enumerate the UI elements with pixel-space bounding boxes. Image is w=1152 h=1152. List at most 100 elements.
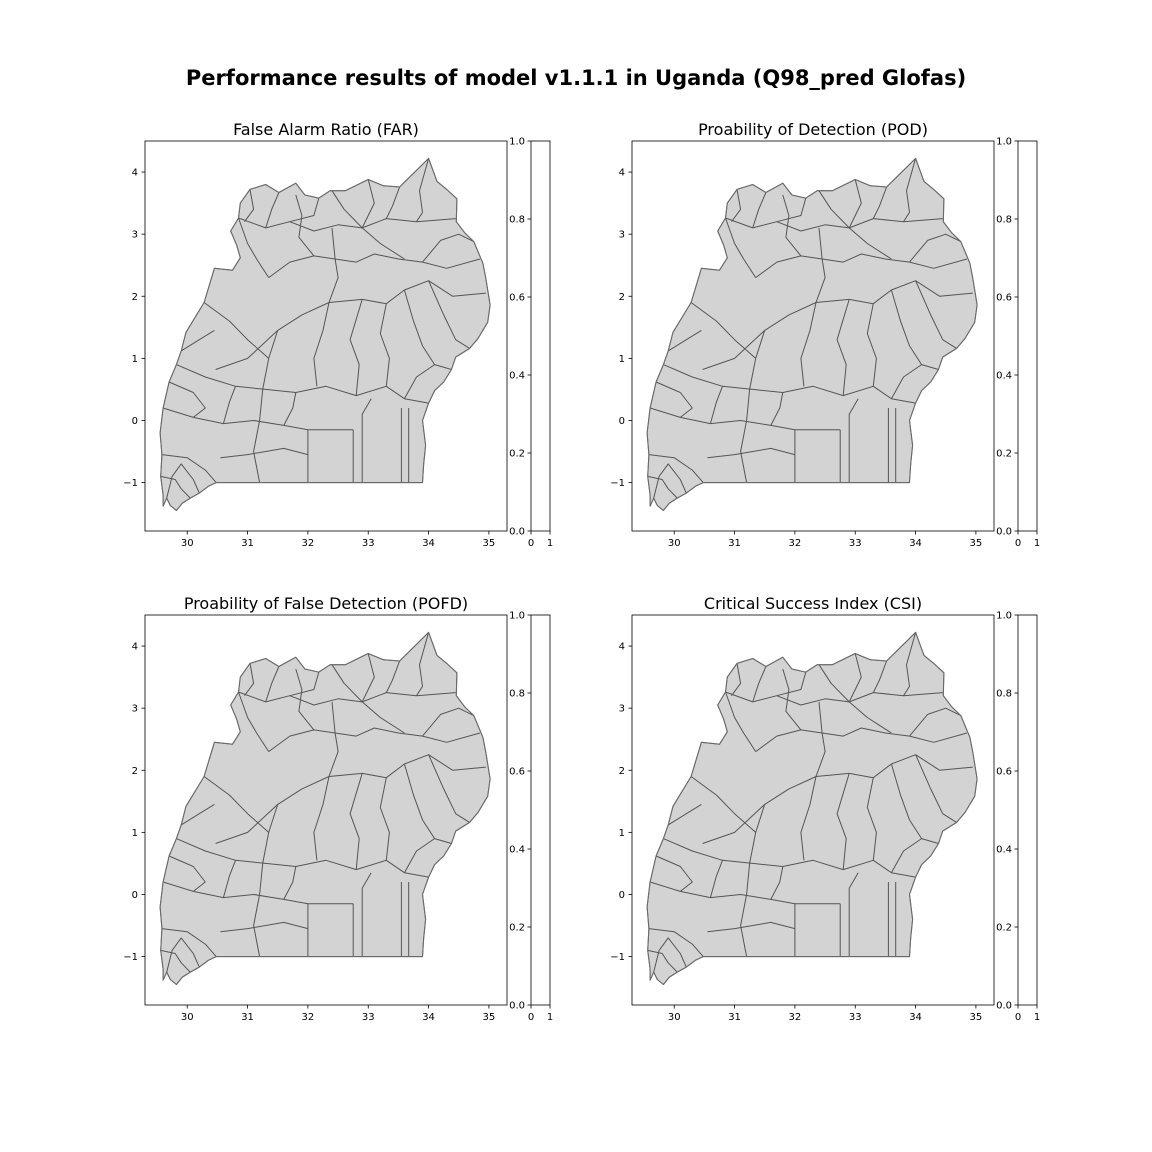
x-tick-label: 33 [362,538,375,549]
y-tick-label: 0 [619,416,625,427]
district-boundary [890,364,922,399]
y-tick-label: −1 [610,952,625,963]
colorbar: 0.0 0.2 0.4 0.6 0.8 1.0 0 1 [996,611,1040,1024]
y-tick-label: 0 [132,890,138,901]
district-boundary [168,381,206,418]
district-boundary [385,660,401,693]
x-tick-label: 34 [422,538,435,549]
colorbar-tick-label: 0.8 [996,689,1012,700]
axes-frame [144,140,508,532]
district-boundary [168,855,206,892]
district-boundary [770,866,784,900]
x-tick-label: 31 [728,1012,741,1023]
district-boundary [890,289,939,370]
x-tick-label: 35 [483,1012,496,1023]
district-boundary [180,803,215,826]
district-boundary [361,398,372,483]
district-boundary [725,691,943,706]
district-boundary [176,838,429,878]
colorbar-tick-label: 0.2 [996,449,1012,460]
district-boundary [663,364,916,404]
district-boundary [422,707,475,737]
map-panel-4: Critical Success Index (CSI)30 31 32 33 34 35… [610,594,1040,1023]
colorbar-tick-label: 0.8 [996,215,1012,226]
district-boundary [667,803,702,826]
district-boundary [848,653,862,703]
colorbar: 0.0 0.2 0.4 0.6 0.8 1.0 0 1 [996,137,1040,550]
map-panel-1: False Alarm Ratio (FAR)30 31 32 33 34 3543210… [123,120,553,549]
district-boundary [244,189,255,222]
colorbar-frame [1017,140,1038,532]
y-tick-label: 0 [132,416,138,427]
y-tick-label: 3 [619,230,625,241]
x-tick-label: 30 [181,538,194,549]
x-tick-label: 34 [422,1012,435,1023]
x-tick-label: 35 [970,1012,983,1023]
district-boundary [428,754,470,823]
district-boundary [725,217,943,232]
y-tick-label: 4 [619,168,625,179]
colorbar-tick-label: 0.6 [509,293,525,304]
x-tick-label: 34 [909,1012,922,1023]
district-boundary [416,158,430,222]
district-boundary [283,866,297,900]
x-tick-label: 31 [241,1012,254,1023]
x-tick-label: 32 [302,1012,315,1023]
district-boundary [313,227,339,387]
district-boundary [915,280,957,349]
x-tick-label: 31 [728,538,741,549]
district-boundary [180,329,215,352]
district-boundary [752,666,767,703]
district-boundary [203,776,270,833]
district-boundaries [647,632,973,973]
district-boundary [872,660,888,693]
colorbar-x-tick-label: 1 [1034,1012,1040,1023]
x-tick-label: 32 [302,538,315,549]
district-boundary [755,727,968,753]
district-boundary [667,329,702,352]
map-panel-3: Proability of False Detection (POFD)30 31… [123,594,553,1023]
x-tick-label: 30 [668,1012,681,1023]
colorbar-tick-label: 1.0 [509,611,525,622]
district-boundary [361,653,375,703]
district-boundary [283,392,297,426]
colorbar-tick-label: 0.8 [509,215,525,226]
district-boundary [725,691,757,752]
district-boundary [403,289,452,370]
panels: False Alarm Ratio (FAR)30 31 32 33 34 3543210… [123,120,1040,1023]
y-tick-label: 2 [619,766,625,777]
district-boundary [903,632,917,696]
district-boundary [385,186,401,219]
colorbar-frame [530,614,551,1006]
district-boundary [349,299,363,396]
colorbar-tick-label: 1.0 [509,137,525,148]
district-boundary [428,280,470,349]
district-boundary [707,447,796,459]
district-boundaries [647,158,973,499]
district-boundary [648,454,704,483]
figure-title: Performance results of model v1.1.1 in U… [186,66,966,90]
axes-frame [631,140,995,532]
colorbar-x-tick-label: 1 [1034,538,1040,549]
colorbar-tick-label: 0.4 [996,845,1012,856]
district-boundary [166,937,200,973]
colorbar-x-tick-label: 0 [1015,538,1021,549]
district-boundary [161,454,217,483]
district-boundaries [160,158,486,499]
x-tick-label: 35 [483,538,496,549]
y-tick-label: −1 [123,478,138,489]
x-tick-label: 33 [362,1012,375,1023]
district-boundary [690,302,757,359]
district-boundary [422,233,475,263]
district-boundary [265,666,280,703]
country-border [646,157,978,512]
district-boundary [244,663,255,696]
district-boundary [782,194,802,257]
district-boundary [770,392,784,426]
district-boundary [800,701,826,861]
colorbar-tick-label: 0.8 [509,689,525,700]
x-tick-label: 35 [970,538,983,549]
y-tick-label: −1 [123,952,138,963]
colorbar-tick-label: 0.0 [509,527,525,538]
